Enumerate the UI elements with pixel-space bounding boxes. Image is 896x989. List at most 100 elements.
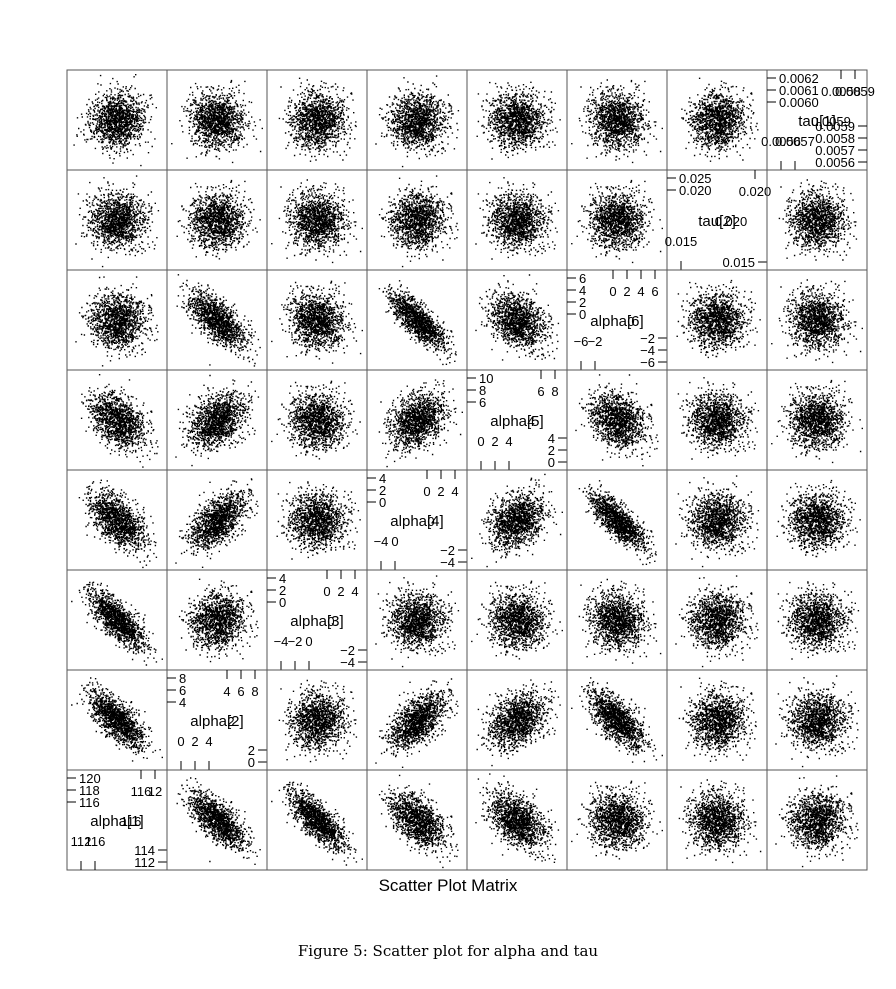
- scatter-points: [675, 475, 760, 568]
- tick-label-bottom: 112: [71, 834, 92, 849]
- panel-r4-c6: [666, 469, 768, 571]
- scatter-points: [476, 81, 561, 160]
- tick-label-right: 0: [548, 455, 555, 470]
- tick-label-right: 0.0057: [815, 143, 855, 158]
- tick-label-right: 0.0058: [815, 131, 855, 146]
- tick-label-left: 2: [579, 295, 586, 310]
- tick-label-right: 114: [134, 843, 155, 858]
- tick-label-left: 2: [379, 483, 386, 498]
- tick-label-right: 112: [134, 855, 155, 870]
- panel-r3-c2: [266, 369, 368, 471]
- panel-r7-c4: [466, 769, 568, 871]
- tick-label-left: 0.020: [679, 183, 712, 198]
- tick-label-top: 0: [609, 284, 616, 299]
- tick-label-left: 0.0061: [779, 83, 819, 98]
- tick-label-bottom: 2: [491, 434, 498, 449]
- scatter-points: [571, 677, 663, 763]
- panel-r2-c7: [766, 269, 868, 371]
- panel-r2-c1: [166, 269, 268, 371]
- scatter-points: [776, 479, 861, 558]
- tick-label-top: 0: [323, 584, 330, 599]
- panel-r1-c3: [366, 169, 468, 271]
- tick-label-left: 2: [279, 583, 286, 598]
- diagonal-label: alpha[5]: [490, 413, 543, 430]
- tick-label-right: −4: [640, 343, 655, 358]
- scatter-points: [575, 374, 659, 467]
- scatter-points: [176, 777, 261, 865]
- scatter-points: [375, 575, 460, 668]
- scatter-points: [681, 77, 759, 162]
- panel-r0-c4: [466, 69, 568, 171]
- diagonal-mid-tick: 0: [627, 314, 634, 329]
- scatter-points: [271, 781, 363, 866]
- panel-r0-c0: [66, 69, 168, 171]
- diagonal-label: tau[1]: [798, 113, 836, 130]
- scatter-points: [175, 478, 259, 568]
- figure-caption: Figure 5: Scatter plot for alpha and tau: [297, 942, 599, 960]
- scatter-points: [176, 274, 261, 367]
- tick-label-top: 0.0059: [835, 84, 875, 99]
- panel-r6-c6: [666, 669, 768, 771]
- scatter-points: [276, 481, 361, 560]
- tick-label-right: 0.0056: [815, 155, 855, 170]
- tick-label-bottom: −6: [574, 334, 589, 349]
- diagonal-mid-tick: 0: [427, 514, 434, 529]
- scatter-points: [271, 280, 363, 364]
- panel-r7-c2: [266, 769, 368, 871]
- tick-label-top: 6: [537, 384, 544, 399]
- panel-r6-c3: [366, 669, 468, 771]
- tick-label-top: 2: [337, 584, 344, 599]
- tick-label-top: 0.020: [739, 184, 772, 199]
- panel-r3-c5: [566, 369, 668, 471]
- tick-label-right: −2: [340, 643, 355, 658]
- scatter-points: [571, 179, 663, 264]
- tick-label-bottom: 0: [177, 734, 184, 749]
- tick-label-bottom: −4: [374, 534, 389, 549]
- panel-r5-c6: [666, 569, 768, 671]
- diagonal-label: alpha[4]: [390, 513, 443, 530]
- scatter-points: [775, 775, 859, 868]
- scatter-points: [471, 473, 563, 568]
- tick-label-left: 4: [579, 283, 586, 298]
- diagonal-label: alpha[6]: [590, 313, 643, 330]
- scatter-points: [75, 175, 160, 268]
- panel-r4-c7: [766, 469, 868, 571]
- scatter-points: [378, 774, 459, 869]
- panel-r5-c1: [166, 569, 268, 671]
- tick-label-bottom: 2: [191, 734, 198, 749]
- tick-label-left: 0.0062: [779, 71, 819, 86]
- diagonal-mid-tick: 116: [121, 814, 142, 829]
- scatter-points: [475, 177, 560, 260]
- tick-label-right: 2: [248, 743, 255, 758]
- scatter-points: [676, 279, 761, 359]
- scatter-points: [73, 74, 157, 167]
- tick-label-right: −2: [440, 543, 455, 558]
- scatter-points: [771, 379, 863, 464]
- scatter-points: [778, 179, 858, 261]
- tick-label-top: 0.0058: [821, 84, 861, 99]
- scatter-points: [271, 179, 363, 264]
- scatter-points: [378, 280, 457, 366]
- tick-label-right: 0.0059: [815, 119, 855, 134]
- tick-label-top: 116: [131, 784, 152, 799]
- tick-label-bottom: 116: [85, 834, 106, 849]
- panel-border: [766, 769, 868, 871]
- tick-label-right: 0.015: [722, 255, 755, 270]
- scatter-points: [678, 677, 757, 762]
- tick-label-bottom: 0.0056: [761, 134, 801, 149]
- scatter-points: [71, 581, 163, 666]
- scatter-points: [375, 75, 460, 168]
- tick-label-bottom: −2: [588, 334, 603, 349]
- scatter-points: [171, 79, 263, 164]
- tick-label-left: 0: [379, 495, 386, 510]
- tick-label-top: 6: [651, 284, 658, 299]
- tick-label-left: 118: [79, 783, 100, 798]
- tick-label-left: 4: [179, 695, 186, 710]
- panel-r6-c0: [66, 669, 168, 771]
- diagonal-mid-tick: 4: [527, 414, 534, 429]
